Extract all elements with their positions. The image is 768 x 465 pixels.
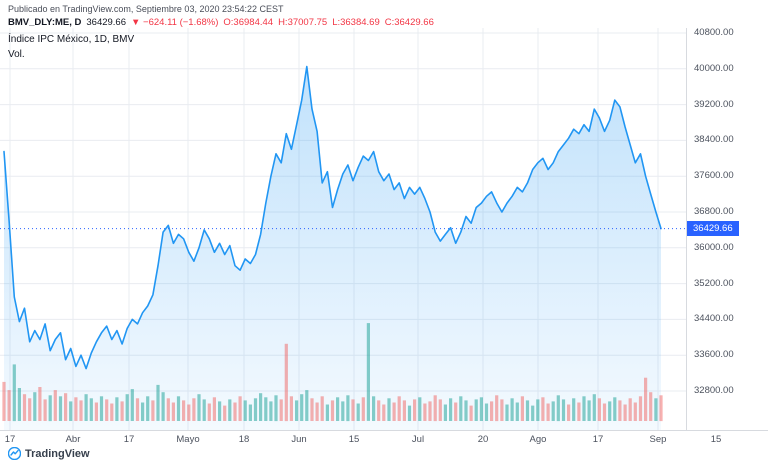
time-axis-label: 18 — [238, 434, 250, 445]
high-value: H:37007.75 — [278, 17, 328, 28]
time-axis-label: Sep — [649, 434, 667, 445]
time-axis-label: Jun — [291, 434, 307, 445]
time-axis-label: Ago — [529, 434, 547, 445]
open-value: O:36984.44 — [223, 17, 274, 28]
low-value: L:36384.69 — [332, 17, 380, 28]
chart-header: Publicado en TradingView.com, Septiembre… — [8, 4, 434, 28]
price-axis-label: 40000.00 — [694, 62, 734, 74]
price-change: ▼ −624.11 (−1.68%) — [131, 17, 219, 28]
volume-label: Vol. — [8, 49, 25, 60]
symbol-title: BMV_DLY:ME, D — [8, 17, 82, 28]
last-price: 36429.66 — [86, 17, 126, 28]
last-price-badge-value: 36429.66 — [693, 223, 733, 235]
time-axis-label: 17 — [4, 434, 16, 445]
price-axis-label: 34400.00 — [694, 313, 734, 325]
time-axis-label: 17 — [592, 434, 604, 445]
time-axis-label: 20 — [477, 434, 489, 445]
tradingview-watermark[interactable]: TradingView — [8, 447, 90, 460]
last-price-badge: 36429.66 — [687, 221, 739, 237]
time-axis-label: 15 — [710, 434, 722, 445]
price-axis-label: 37600.00 — [694, 170, 734, 182]
close-value: C:36429.66 — [384, 17, 434, 28]
chart-legend: Índice IPC México, 1D, BMV Vol. — [8, 32, 134, 62]
price-axis-label: 32800.00 — [694, 385, 734, 396]
price-axis-label: 38400.00 — [694, 134, 734, 146]
time-axis-label: Abr — [65, 434, 81, 445]
time-axis-label: Jul — [411, 434, 425, 445]
tradingview-brand: TradingView — [25, 447, 90, 460]
symbol-line: BMV_DLY:ME, D 36429.66 ▼ −624.11 (−1.68%… — [8, 17, 434, 28]
time-axis-label: 17 — [123, 434, 135, 445]
price-axis-label: 33600.00 — [694, 349, 734, 361]
time-axis-label: Mayo — [176, 434, 200, 445]
price-axis-label: 35200.00 — [694, 277, 734, 289]
price-axis-label: 36000.00 — [694, 241, 734, 253]
tradingview-logo-icon — [8, 447, 21, 460]
published-line: Publicado en TradingView.com, Septiembre… — [8, 4, 284, 14]
price-axis-label: 39200.00 — [694, 98, 734, 110]
price-axis-label: 40800.00 — [694, 27, 734, 38]
time-axis-label: 15 — [348, 434, 360, 445]
chart-title: Índice IPC México, 1D, BMV — [8, 34, 135, 45]
price-axis-label: 36800.00 — [694, 206, 734, 217]
